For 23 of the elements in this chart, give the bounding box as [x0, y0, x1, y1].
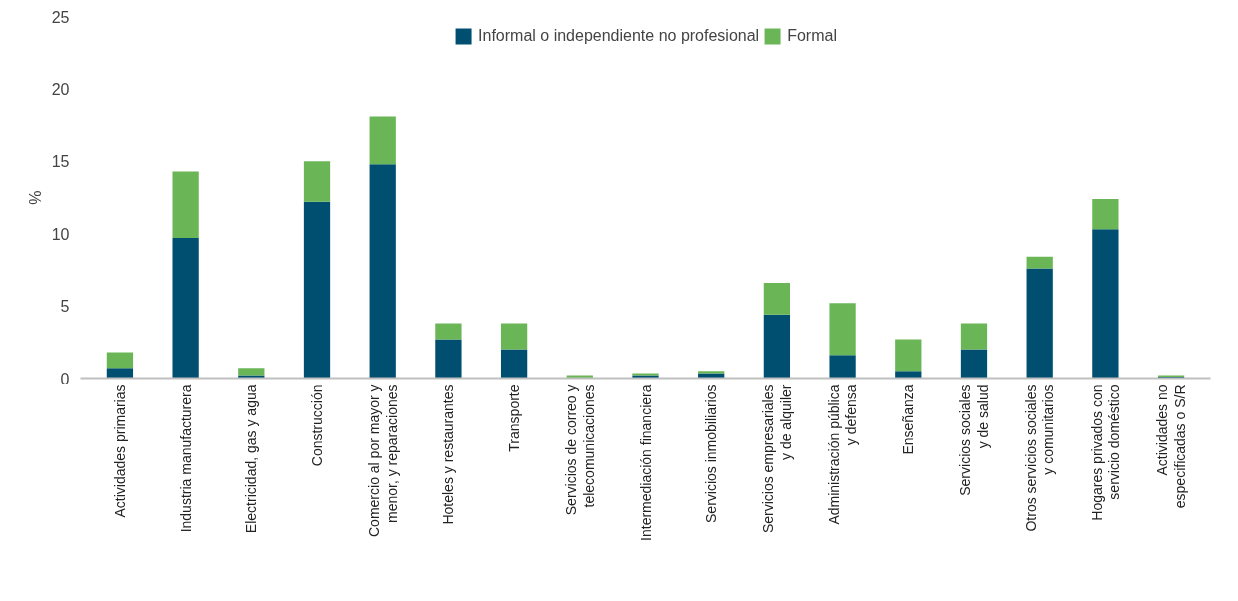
x-tick-label: Hogares privados con servicio doméstico [1088, 384, 1123, 521]
x-tick-label: Electricidad, gas y agua [243, 384, 260, 534]
legend-label: Formal [787, 27, 837, 45]
x-tick-label: Construcción [309, 384, 326, 467]
x-tick-label: Servicios de correo y telecomunicaciones [563, 384, 597, 516]
y-axis-title: % [26, 190, 44, 205]
x-tick-label: Servicios empresariales y de alquiler [760, 384, 794, 534]
x-tick-label: Intermediación financiera [637, 384, 654, 541]
y-tick-label: 15 [51, 153, 70, 171]
x-tick-label: Hoteles y restaurantes [440, 384, 457, 525]
y-tick-label: 5 [60, 298, 70, 316]
y-tick-label: 0 [60, 370, 70, 388]
legend-label: Informal o independiente no profesional [478, 27, 760, 45]
x-tick-label: Enseñanza [900, 384, 917, 455]
x-tick-label: Actividades primarias [111, 384, 128, 518]
x-tick-label: Comercio al por mayor y menor, y reparaciones [365, 384, 400, 537]
x-tick-label: Servicios inmobiliarios [703, 384, 720, 523]
y-tick-label: 25 [51, 8, 70, 26]
x-tick-label: Industria manufacturera [177, 384, 194, 533]
y-tick-label: 10 [51, 225, 70, 243]
x-tick-label: Servicios sociales y de salud [957, 384, 991, 496]
x-tick-label: Transporte [506, 384, 523, 452]
y-tick-label: 20 [51, 80, 70, 98]
